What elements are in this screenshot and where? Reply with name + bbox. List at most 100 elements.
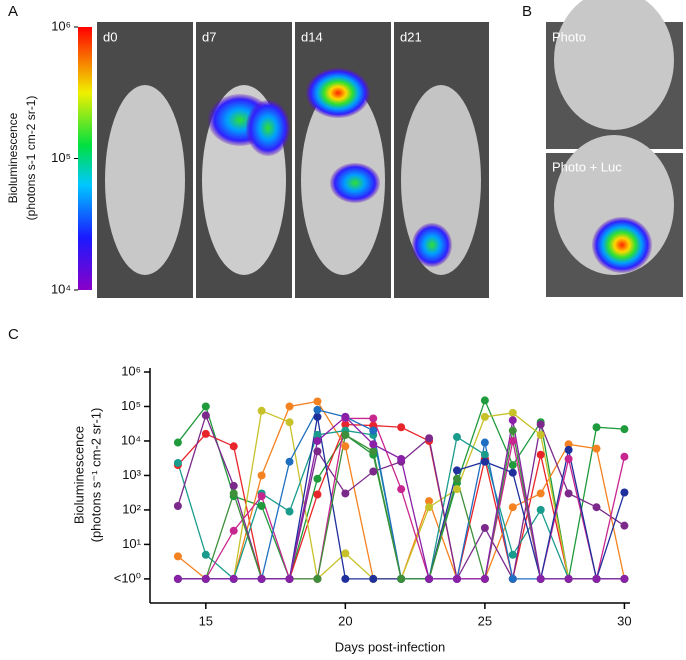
y-tick-label: 10³ (122, 467, 141, 482)
data-point (229, 574, 238, 583)
panel-letter: A (8, 3, 18, 20)
data-point (620, 452, 629, 461)
y-axis-label: (photons s⁻¹ cm-2 sr-1) (88, 408, 103, 543)
x-tick-label: 25 (478, 613, 492, 628)
data-point (173, 458, 182, 467)
y-axis-label: Bioluminescence (71, 426, 86, 524)
y-axis-label: (photons s-1 cm-2 sr-1) (24, 96, 38, 221)
x-tick-label: 20 (338, 613, 352, 628)
data-point (452, 485, 461, 494)
data-point (257, 406, 266, 415)
data-point (229, 489, 238, 498)
data-point (341, 489, 350, 498)
data-point (313, 474, 322, 483)
data-point (341, 574, 350, 583)
data-point (201, 550, 210, 559)
data-point (285, 574, 294, 583)
data-point (425, 574, 434, 583)
data-point (173, 438, 182, 447)
data-point (480, 396, 489, 405)
y-tick-label: 10¹ (122, 536, 141, 551)
data-point (201, 402, 210, 411)
data-point (452, 474, 461, 483)
data-point (425, 503, 434, 512)
x-axis-label: Days post-infection (335, 639, 446, 654)
data-point (620, 488, 629, 497)
data-point (452, 433, 461, 442)
colorbar (78, 27, 92, 290)
data-point (592, 574, 601, 583)
data-point (536, 489, 545, 498)
panel-label: d7 (202, 29, 216, 44)
data-point (480, 412, 489, 421)
colorbar-tick-label: 10⁶ (51, 18, 71, 33)
data-point (341, 420, 350, 429)
panel-label: d0 (103, 29, 117, 44)
data-point (285, 402, 294, 411)
data-point (480, 523, 489, 532)
panel-label: d21 (400, 29, 422, 44)
data-point (313, 412, 322, 421)
data-point (397, 423, 406, 432)
x-tick-label: 30 (617, 613, 631, 628)
data-point (397, 454, 406, 463)
data-point (452, 574, 461, 583)
data-point (564, 574, 573, 583)
data-point (313, 490, 322, 499)
data-point (508, 550, 517, 559)
data-point (536, 420, 545, 429)
data-point (257, 574, 266, 583)
data-point (508, 468, 517, 477)
data-point (592, 423, 601, 432)
panel-letter: C (8, 326, 19, 343)
data-point (564, 489, 573, 498)
data-point (201, 411, 210, 420)
data-point (425, 434, 434, 443)
data-point (229, 526, 238, 535)
data-point (508, 426, 517, 435)
data-point (313, 397, 322, 406)
data-point (173, 552, 182, 561)
y-tick-label: 10⁶ (121, 363, 141, 378)
data-point (508, 416, 517, 425)
data-point (480, 457, 489, 466)
data-point (257, 492, 266, 501)
y-tick-label: 10⁵ (121, 398, 141, 413)
data-point (369, 426, 378, 435)
data-point (536, 430, 545, 439)
data-point (620, 521, 629, 530)
data-point (229, 442, 238, 451)
data-point (508, 574, 517, 583)
data-point (369, 467, 378, 476)
colorbar-tick-label: 10⁴ (51, 281, 71, 296)
y-axis-label: Bioluminescence (6, 112, 20, 203)
data-point (173, 574, 182, 583)
data-point (313, 447, 322, 456)
data-point (341, 430, 350, 439)
data-point (313, 430, 322, 439)
x-tick-label: 15 (199, 613, 213, 628)
data-point (564, 445, 573, 454)
data-point (620, 574, 629, 583)
data-point (508, 461, 517, 470)
data-point (425, 497, 434, 506)
series-line (177, 409, 625, 580)
data-point (341, 442, 350, 451)
data-point (592, 503, 601, 512)
data-point (313, 436, 322, 445)
series-line (177, 409, 625, 581)
data-point (508, 408, 517, 417)
data-point (201, 429, 210, 438)
data-point (257, 471, 266, 480)
data-point (285, 507, 294, 516)
data-point (536, 450, 545, 459)
data-point (173, 502, 182, 511)
panel-label: Photo (552, 29, 586, 44)
data-point (369, 440, 378, 449)
data-point (369, 414, 378, 423)
data-point (564, 440, 573, 449)
data-point (592, 444, 601, 453)
data-point (341, 549, 350, 558)
data-point (452, 466, 461, 475)
